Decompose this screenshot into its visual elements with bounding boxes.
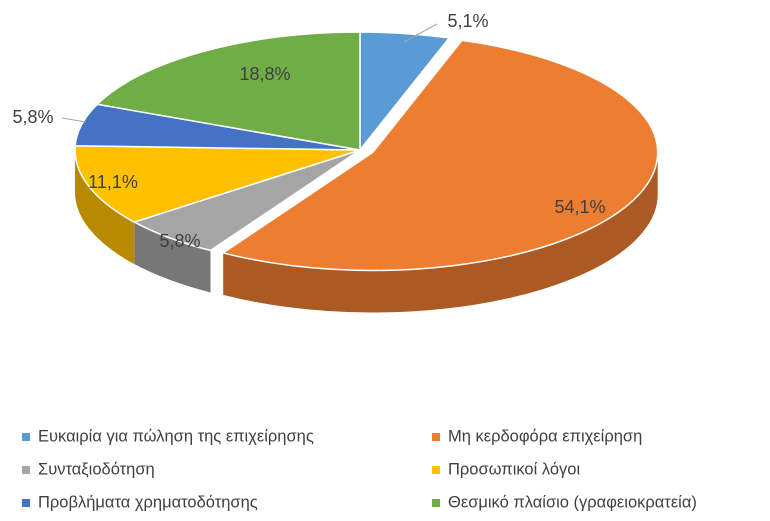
- data-label: 54,1%: [554, 197, 605, 217]
- leader-line: [61, 117, 87, 123]
- data-label: 18,8%: [239, 64, 290, 84]
- legend-label: Συνταξιοδότηση: [38, 460, 155, 478]
- legend-label: Προσωπικοί λόγοι: [448, 460, 580, 478]
- legend-swatch: [432, 433, 440, 441]
- pie-sides: [75, 150, 658, 313]
- slice: [221, 39, 659, 272]
- legend-swatch: [432, 499, 440, 507]
- leader-line: [403, 23, 438, 43]
- legend-label: Θεσμικό πλαίσιο (γραφειοκρατεία): [448, 493, 697, 511]
- slice-side: [223, 152, 658, 313]
- legend-swatch: [22, 466, 30, 474]
- legend-swatch: [22, 433, 30, 441]
- slice-side: [75, 150, 135, 265]
- data-label: 5,8%: [12, 107, 53, 127]
- legend-label: Προβλήματα χρηματοδότησης: [38, 493, 258, 511]
- legend-swatch: [22, 499, 30, 507]
- pie-tops: [74, 31, 659, 272]
- slice-side: [134, 222, 211, 293]
- legend-swatch: [432, 466, 440, 474]
- legend-label: Ευκαιρία για πώληση της επιχείρησης: [38, 427, 314, 445]
- slice: [74, 145, 361, 223]
- slice: [95, 31, 361, 151]
- data-label: 5,1%: [447, 11, 488, 31]
- data-label: 5,8%: [159, 231, 200, 251]
- data-label: 11,1%: [88, 172, 138, 192]
- legend-label: Μη κερδοφόρα επιχείρηση: [448, 427, 642, 445]
